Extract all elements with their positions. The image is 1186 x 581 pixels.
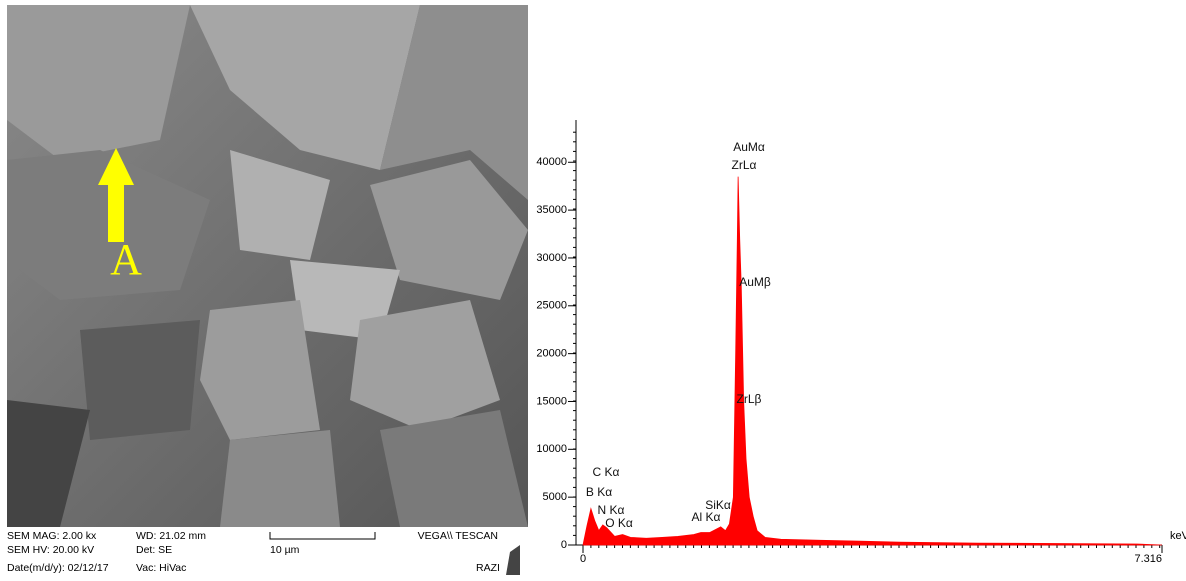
peak-annotation: SiKα (705, 498, 731, 512)
peak-annotation: AuMα (733, 140, 765, 154)
facet (350, 300, 500, 430)
facet (200, 300, 320, 440)
facet (380, 410, 528, 527)
facet (220, 430, 340, 527)
x-tick-label: 0 (580, 553, 586, 565)
info-text: Date(m/d/y): 02/12/17 (7, 562, 109, 574)
facet (80, 320, 200, 440)
x-axis-label: keV (1170, 530, 1186, 542)
y-tick-label: 5000 (543, 491, 567, 503)
info-text: VEGA\\ TESCAN (418, 530, 498, 542)
arrow (98, 148, 134, 242)
facet (190, 5, 420, 170)
info-text: WD: 21.02 mm (136, 530, 206, 542)
sem-info: SEM MAG: 2.00 kx WD: 21.02 mm VEGA\\ TES… (7, 530, 520, 575)
spectrum-area (582, 176, 1163, 546)
info-text: SEM MAG: 2.00 kx (7, 530, 97, 542)
y-tick-label: 40000 (536, 156, 567, 168)
info-text: Vac: HiVac (136, 562, 186, 574)
facet (7, 5, 190, 160)
peak-annotation: C Kα (593, 465, 620, 479)
facet (380, 5, 528, 200)
info-text: RAZI (476, 562, 500, 574)
peak-annotation: O Kα (605, 516, 633, 530)
y-tick-label: 35000 (536, 204, 567, 216)
peak-annotation: AuMβ (739, 275, 771, 289)
y-tick-label: 20000 (536, 348, 567, 360)
y-tick-label: 15000 (536, 395, 567, 407)
marker-label: A (110, 235, 142, 284)
facet (7, 400, 90, 527)
facet (370, 160, 528, 300)
y-tick-label: 10000 (536, 443, 567, 455)
info-text: SEM HV: 20.00 kV (7, 544, 94, 556)
spectrum-chart: 0 5000 10000 15000 20000 25000 30000 35000 40000… (536, 120, 1186, 565)
sem-image: A (7, 5, 528, 527)
y-tick-label: 25000 (536, 300, 567, 312)
scale-label: 10 µm (270, 544, 300, 556)
y-tick-label: 0 (561, 539, 567, 551)
peak-annotation: ZrLα (732, 158, 757, 172)
facet (230, 150, 330, 260)
info-text: Det: SE (136, 544, 172, 556)
scale-bar (269, 532, 376, 540)
peak-annotation: B Kα (586, 485, 612, 499)
y-tick-label: 30000 (536, 252, 567, 264)
x-tick-label: 7.316 (1134, 553, 1162, 565)
logo (506, 545, 520, 575)
peak-annotation: Al Kα (692, 510, 721, 524)
peak-annotation: ZrLβ (737, 392, 762, 406)
peak-annotation: N Kα (598, 503, 625, 517)
